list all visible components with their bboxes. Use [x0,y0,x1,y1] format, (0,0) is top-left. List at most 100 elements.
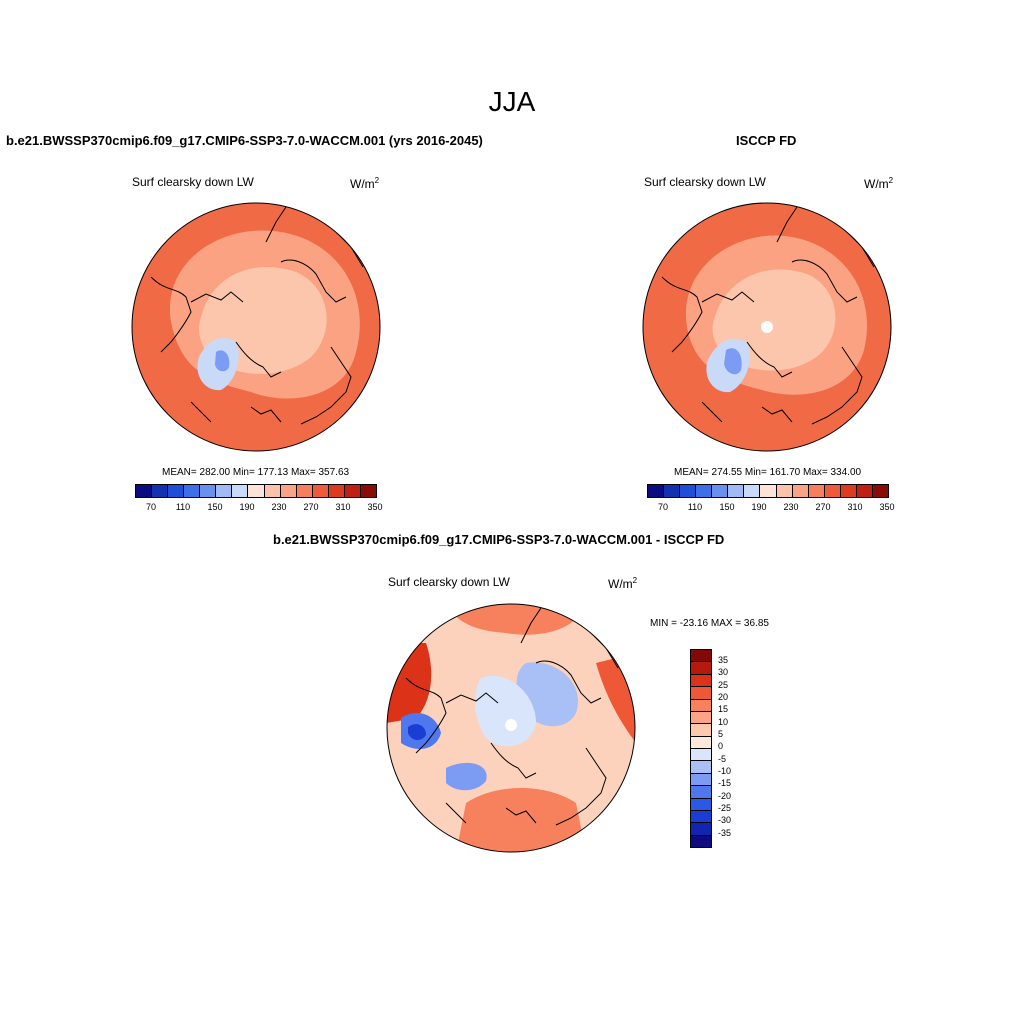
colorbar-swatch [792,485,809,497]
obs-colorbar-ticks: 70 110 150 190 230 270 310 350 [647,502,895,514]
colorbar-swatch [152,485,169,497]
diff-case-title: b.e21.BWSSP370cmip6.f09_g17.CMIP6-SSP3-7… [273,532,725,547]
colorbar-swatch [691,687,711,700]
colorbar-swatch [760,485,777,497]
colorbar-swatch [744,485,761,497]
tick-label: -5 [718,754,727,764]
units-label: W/m2 [864,176,894,191]
tick-label: 350 [367,502,383,512]
colorbar-swatch [691,823,711,836]
colorbar-swatch [776,485,793,497]
tick-label: 190 [751,502,767,512]
colorbar-swatch [344,485,361,497]
colorbar-swatch [691,650,711,663]
pole-missing [761,321,773,333]
obs-colorbar [647,484,889,498]
colorbar-swatch [648,485,665,497]
colorbar-swatch [691,699,711,712]
tick-label: 25 [718,680,729,690]
variable-label: Surf clearsky down LW [132,175,254,189]
tick-label: 230 [783,502,799,512]
tick-label: -20 [718,791,732,801]
tick-label: 10 [718,717,729,727]
tick-label: 70 [145,502,157,512]
diff-polar-map [386,603,636,853]
obs-case-title: ISCCP FD [736,133,797,148]
units-label: W/m2 [350,176,380,191]
colorbar-swatch [712,485,729,497]
tick-label: 0 [718,741,724,751]
colorbar-swatch [691,711,711,725]
model-colorbar-ticks: 70 110 150 190 230 270 310 350 [135,502,383,514]
diff-colorbar [690,649,712,848]
tick-label: 110 [687,502,703,512]
colorbar-swatch [691,773,711,787]
positive-anomaly-south [456,788,586,852]
tick-label: 110 [175,502,191,512]
tick-label: 35 [718,655,729,665]
colorbar-swatch [264,485,281,497]
colorbar-swatch [248,485,265,497]
model-case-title: b.e21.BWSSP370cmip6.f09_g17.CMIP6-SSP3-7… [6,133,483,148]
tick-label: 20 [718,692,729,702]
tick-label: 150 [719,502,735,512]
units-label: W/m2 [608,576,638,591]
tick-label: 270 [303,502,319,512]
greenland-core [215,350,230,372]
variable-label: Surf clearsky down LW [388,575,510,589]
colorbar-swatch [691,810,711,824]
colorbar-swatch [680,485,697,497]
colorbar-swatch [200,485,217,497]
variable-label: Surf clearsky down LW [644,175,766,189]
diff-colorbar-ticks: 35 30 25 20 15 10 5 0 -5 -10 -15 -20 -25… [718,649,758,846]
colorbar-swatch [691,835,711,847]
colorbar-swatch [184,485,201,497]
obs-polar-map [642,202,892,452]
colorbar-swatch [312,485,329,497]
colorbar-swatch [691,736,711,749]
tick-label: 150 [207,502,223,512]
colorbar-swatch [360,485,376,497]
diff-stats: MIN = -23.16 MAX = 36.85 [650,618,769,629]
model-colorbar [135,484,377,498]
colorbar-swatch [691,724,711,737]
tick-label: -30 [718,815,732,825]
colorbar-swatch [168,485,185,497]
colorbar-swatch [691,786,711,799]
colorbar-swatch [296,485,313,497]
model-stats: MEAN= 282.00 Min= 177.13 Max= 357.63 [162,467,350,478]
tick-label: 190 [239,502,255,512]
tick-label: -10 [718,766,732,776]
colorbar-swatch [280,485,297,497]
pole-missing [505,719,517,731]
colorbar-swatch [856,485,873,497]
tick-label: 70 [657,502,669,512]
colorbar-swatch [691,749,711,762]
tick-label: -15 [718,778,732,788]
colorbar-swatch [691,674,711,688]
tick-label: 15 [718,704,729,714]
tick-label: 270 [815,502,831,512]
colorbar-swatch [216,485,233,497]
colorbar-swatch [824,485,841,497]
obs-stats: MEAN= 274.55 Min= 161.70 Max= 334.00 [674,467,862,478]
colorbar-swatch [328,485,345,497]
colorbar-swatch [872,485,888,497]
colorbar-swatch [691,761,711,774]
tick-label: -25 [718,803,732,813]
tick-label: 350 [879,502,895,512]
colorbar-swatch [664,485,681,497]
colorbar-swatch [840,485,857,497]
colorbar-swatch [696,485,713,497]
colorbar-swatch [691,798,711,811]
tick-label: 310 [847,502,863,512]
tick-label: 5 [718,729,724,739]
model-polar-map [131,202,381,452]
main-title: JJA [488,86,536,117]
colorbar-swatch [691,662,711,675]
tick-label: 230 [271,502,287,512]
near-zero-band [474,675,536,747]
tick-label: -35 [718,828,732,838]
tick-label: 310 [335,502,351,512]
colorbar-swatch [808,485,825,497]
